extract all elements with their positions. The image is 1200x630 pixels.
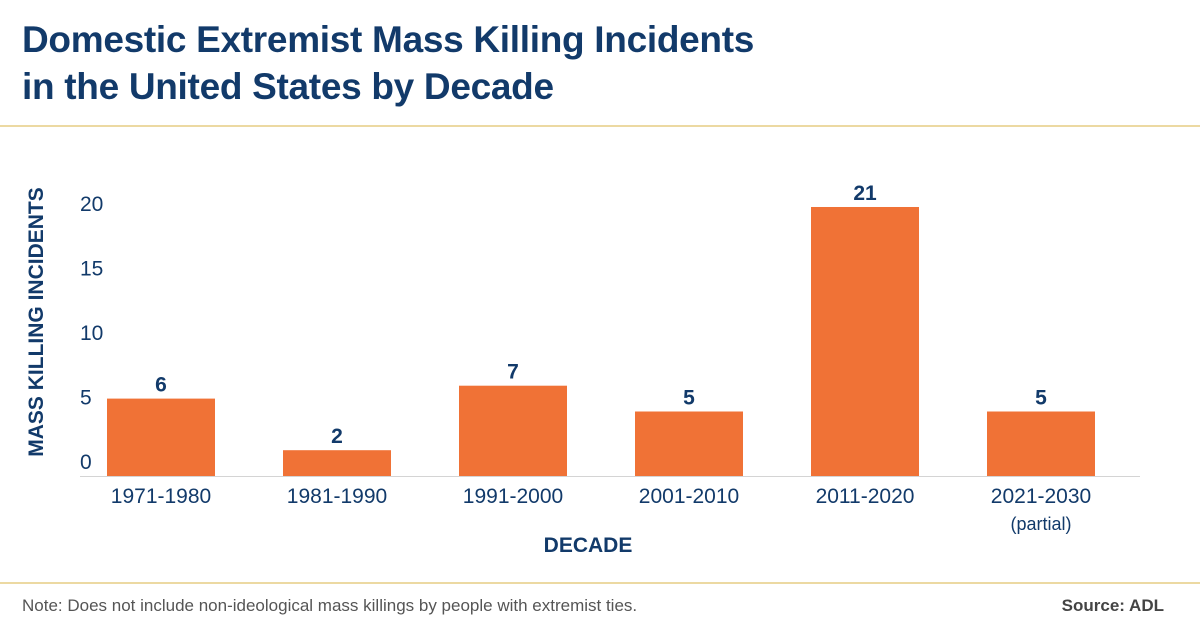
title-line-1: Domestic Extremist Mass Killing Incident… (22, 19, 755, 60)
top-divider (0, 125, 1200, 127)
y-tick-label: 20 (80, 193, 103, 216)
x-tick-label: 2021-2030 (991, 485, 1091, 508)
y-tick-label: 10 (80, 322, 103, 345)
x-tick-label: 2011-2020 (816, 485, 915, 508)
bar (283, 450, 391, 476)
footnote: Note: Does not include non-ideological m… (22, 596, 638, 615)
bar (987, 411, 1095, 476)
x-tick-label: 1991-2000 (463, 485, 563, 508)
source-label: Source: ADL (1061, 596, 1164, 615)
data-label: 7 (507, 361, 519, 384)
x-tick-label: 1981-1990 (287, 485, 387, 508)
x-tick-note: (partial) (1010, 514, 1071, 534)
y-axis-label: MASS KILLING INCIDENTS (25, 187, 48, 457)
data-label: 2 (331, 425, 343, 448)
bar (459, 385, 567, 476)
data-label: 5 (1035, 387, 1047, 410)
x-axis-label: DECADE (543, 534, 633, 557)
bar (635, 411, 743, 476)
y-tick-label: 0 (80, 451, 92, 474)
bar-chart: 0 5 10 15 20 6 1971-1980 2 1981-1990 7 1991-2000 5 2… (80, 182, 1140, 534)
bottom-divider (0, 582, 1200, 584)
y-tick-label: 15 (80, 258, 103, 281)
data-label: 21 (853, 182, 877, 205)
bar (107, 398, 215, 476)
y-tick-label: 5 (80, 387, 92, 410)
title-line-2: in the United States by Decade (22, 66, 554, 107)
chart-title: Domestic Extremist Mass Killing Incident… (22, 16, 754, 110)
data-label: 5 (683, 387, 695, 410)
bar (811, 206, 919, 476)
x-tick-label: 2001-2010 (639, 485, 739, 508)
x-tick-label: 1971-1980 (111, 485, 211, 508)
data-label: 6 (155, 374, 167, 397)
